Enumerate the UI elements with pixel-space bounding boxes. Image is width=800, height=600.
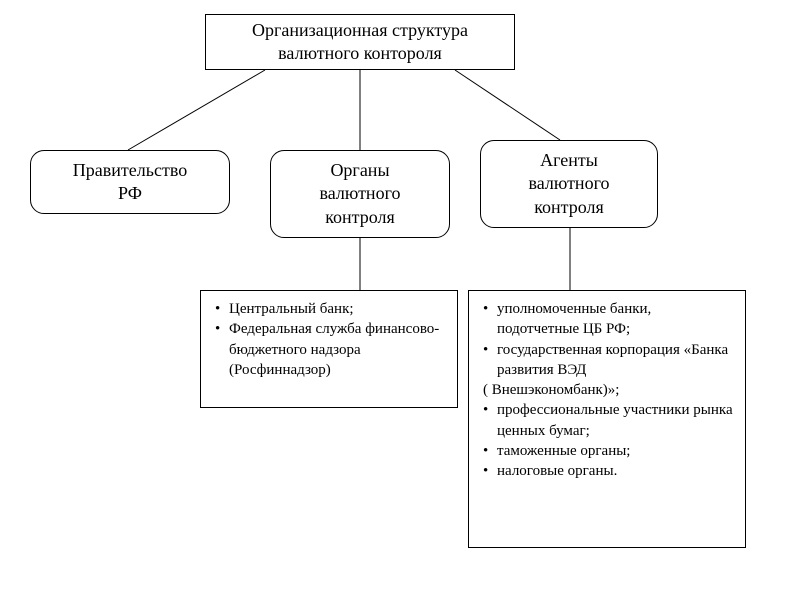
branch-government: Правительство РФ (30, 150, 230, 214)
branch-agents-line3: контроля (534, 196, 604, 219)
detail-organs: Центральный банк; Федеральная служба фин… (200, 290, 458, 408)
list-item: таможенные органы; (483, 441, 735, 461)
branch-gov-line1: Правительство (73, 159, 187, 182)
branch-organs-line1: Органы (330, 159, 389, 182)
branch-organs-line3: контроля (325, 206, 395, 229)
branch-organs: Органы валютного контроля (270, 150, 450, 238)
root-node: Организационная структура валютного конт… (205, 14, 515, 70)
list-item: государственная корпорация «Банка развит… (483, 340, 735, 381)
inline-continuation: ( Внешэкономбанк)»; (483, 380, 735, 400)
branch-agents: Агенты валютного контроля (480, 140, 658, 228)
detail-agents: уполномоченные банки, подотчетные ЦБ РФ;… (468, 290, 746, 548)
list-item: уполномоченные банки, подотчетные ЦБ РФ; (483, 299, 735, 340)
detail-agents-list-2: профессиональные участники рынка ценных … (483, 400, 735, 481)
detail-organs-list: Центральный банк; Федеральная служба фин… (215, 299, 447, 380)
list-item: налоговые органы. (483, 461, 735, 481)
branch-agents-line2: валютного (528, 172, 609, 195)
root-line2: валютного контороля (278, 42, 442, 65)
branch-organs-line2: валютного (319, 182, 400, 205)
list-item: профессиональные участники рынка ценных … (483, 400, 735, 441)
list-item: Центральный банк; (215, 299, 447, 319)
branch-agents-line1: Агенты (540, 149, 598, 172)
root-line1: Организационная структура (252, 19, 468, 42)
branch-gov-line2: РФ (118, 182, 142, 205)
detail-agents-list: уполномоченные банки, подотчетные ЦБ РФ;… (483, 299, 735, 380)
list-item: Федеральная служба финансово- бюджетного… (215, 319, 447, 380)
